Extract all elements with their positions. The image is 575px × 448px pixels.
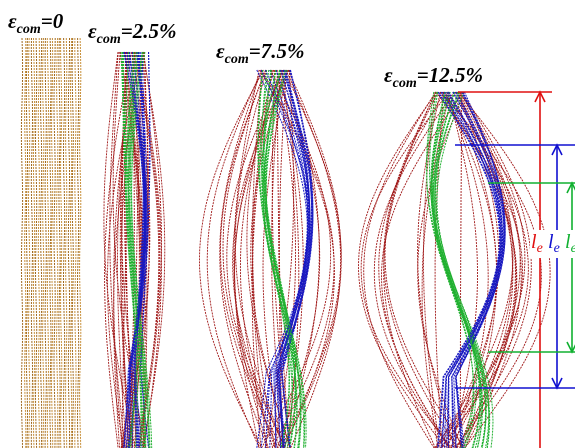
- fiber: [21, 38, 22, 448]
- length-subscript: e: [571, 241, 575, 256]
- fiber-bundles: [21, 38, 550, 448]
- fiber: [38, 38, 39, 448]
- fiber: [71, 38, 72, 448]
- fiber: [200, 70, 264, 448]
- fiber: [72, 38, 73, 448]
- strain-subscript: com: [17, 22, 41, 37]
- fiber: [26, 38, 27, 448]
- fiber: [66, 38, 67, 448]
- fiber: [286, 70, 341, 448]
- fiber: [57, 38, 58, 448]
- length-subscript: e: [554, 241, 560, 256]
- panel-label: εcom=2.5%: [88, 19, 176, 47]
- panel-label: εcom=0: [8, 9, 64, 37]
- fiber: [78, 38, 79, 448]
- fiber: [43, 38, 44, 448]
- fiber: [45, 38, 46, 448]
- fiber: [36, 38, 37, 448]
- panel-label: εcom=7.5%: [216, 39, 304, 67]
- strain-subscript: com: [225, 52, 249, 67]
- fiber: [68, 38, 69, 448]
- length-subscript: e: [537, 241, 543, 256]
- strain-value: =0: [41, 9, 64, 33]
- fiber: [25, 38, 26, 448]
- fiber: [33, 38, 34, 448]
- fiber: [47, 38, 48, 448]
- fiber: [54, 38, 55, 448]
- fiber: [29, 38, 30, 448]
- fiber: [41, 38, 42, 448]
- fiber: [424, 92, 440, 448]
- strain-value: =12.5%: [417, 63, 483, 87]
- panel-label: εcom=12.5%: [384, 63, 483, 91]
- fiber: [75, 38, 76, 448]
- strain-value: =2.5%: [121, 19, 177, 43]
- fiber: [80, 38, 81, 448]
- figure: le le le εcom=0 εcom=2.5% εcom=7.5% εcom…: [0, 0, 575, 448]
- strain-value: =7.5%: [249, 39, 305, 63]
- fiber: [64, 38, 65, 448]
- fiber: [52, 38, 53, 448]
- strain-subscript: com: [97, 32, 121, 47]
- fiber: [50, 38, 51, 448]
- strain-subscript: com: [393, 76, 417, 91]
- fiber: [61, 38, 62, 448]
- fiber: [31, 38, 32, 448]
- fiber: [59, 38, 60, 448]
- arrow-head: [567, 183, 575, 352]
